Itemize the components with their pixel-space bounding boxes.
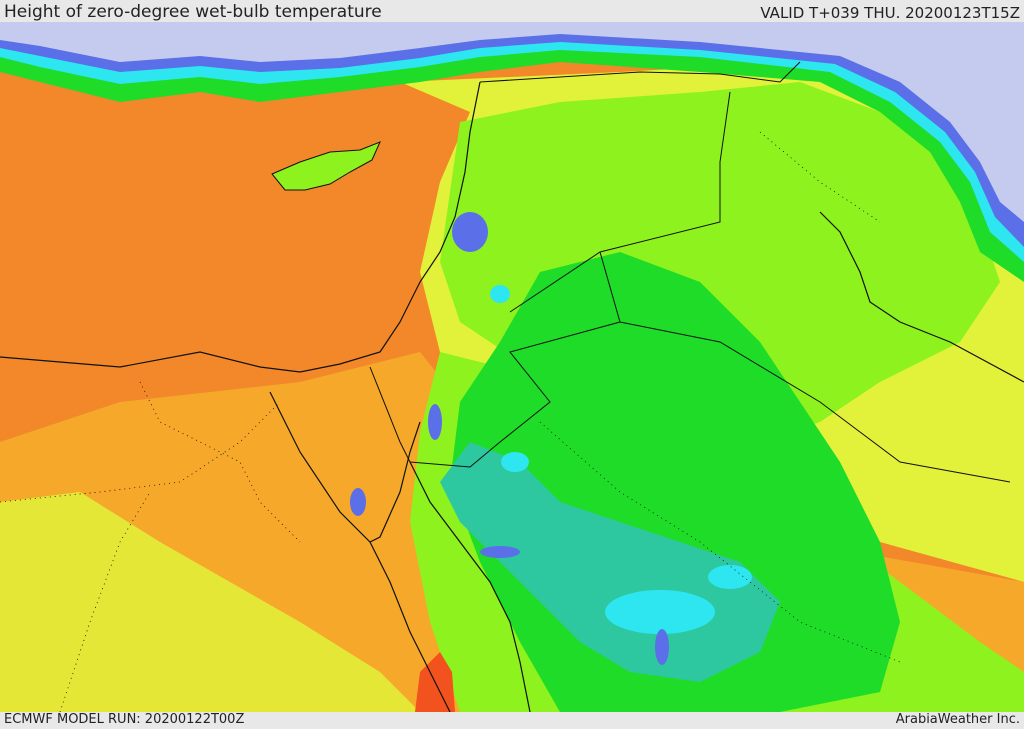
border-turkey (479, 61, 801, 83)
coastline-med (0, 81, 481, 373)
footer-bar: ECMWF MODEL RUN: 20200122T00Z ArabiaWeat… (0, 712, 1024, 729)
cyprus (271, 141, 381, 191)
blue-pocket-2 (480, 546, 520, 558)
border-syria-iraq (509, 91, 731, 313)
field-cyan-north (0, 22, 1024, 262)
blue-pocket-5 (350, 488, 366, 516)
field-pale-north (0, 22, 1024, 222)
border-egypt-israel (369, 366, 411, 463)
cyan-pocket-2 (708, 565, 752, 589)
valid-time: VALID T+039 THU. 20200123T15Z (760, 4, 1020, 22)
weather-map (0, 22, 1024, 712)
coastline-gulf (819, 211, 1024, 383)
cyan-pocket-4 (490, 285, 510, 303)
model-run: ECMWF MODEL RUN: 20200122T00Z (4, 712, 245, 727)
blue-pocket-4 (452, 212, 488, 252)
coastline-red-sea-east (409, 461, 531, 712)
field-yellow-sw (0, 492, 420, 712)
field-green-north (0, 22, 1024, 282)
header-bar: Height of zero-degree wet-bulb temperatu… (0, 0, 1024, 22)
cyan-pocket-1 (605, 590, 715, 634)
coastline-red-sea-west (369, 541, 451, 712)
blue-pocket-1 (655, 629, 669, 665)
border-saudi-iraq (619, 321, 1011, 483)
map-title: Height of zero-degree wet-bulb temperatu… (4, 2, 382, 22)
boundary-dotted-3 (539, 421, 901, 663)
cyan-pocket-3 (501, 452, 529, 472)
blue-pocket-3 (428, 404, 442, 440)
map-canvas (0, 22, 1024, 712)
credit: ArabiaWeather Inc. (895, 712, 1020, 727)
